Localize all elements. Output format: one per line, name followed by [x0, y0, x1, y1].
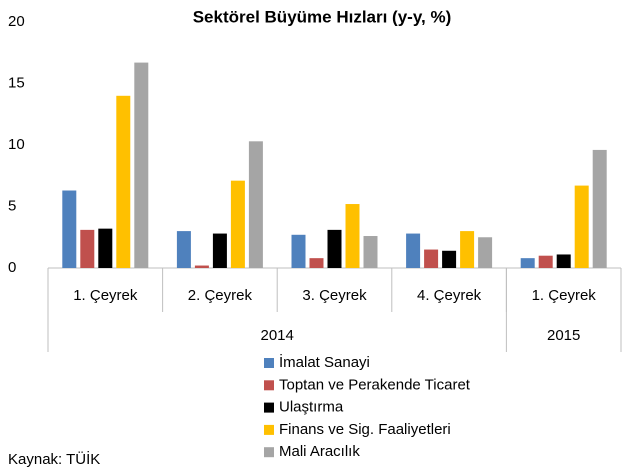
bar — [442, 250, 457, 268]
bar — [291, 234, 306, 268]
x-tick-label: 1. Çeyrek — [532, 287, 597, 304]
y-tick-label: 10 — [8, 136, 25, 153]
group-label: 2014 — [261, 327, 294, 344]
bar — [230, 180, 245, 268]
bar — [363, 236, 378, 268]
x-tick-label: 3. Çeyrek — [302, 287, 367, 304]
bar — [406, 233, 421, 268]
bar — [309, 258, 324, 268]
legend-swatch — [264, 402, 274, 413]
x-tick-label: 2. Çeyrek — [188, 287, 253, 304]
y-tick-label: 15 — [8, 74, 25, 91]
bar — [248, 141, 263, 268]
bar — [345, 204, 360, 268]
legend-swatch — [264, 424, 274, 435]
legend-label: Finans ve Sig. Faaliyetleri — [279, 421, 451, 438]
bar — [80, 229, 95, 268]
bar — [327, 229, 342, 268]
bar — [98, 228, 113, 268]
bar — [62, 190, 77, 268]
y-tick-label: 20 — [8, 13, 25, 30]
bar — [212, 233, 227, 268]
legend-swatch — [264, 358, 274, 368]
bar — [538, 255, 553, 268]
x-tick-label: 4. Çeyrek — [417, 287, 482, 304]
bar — [556, 254, 571, 268]
bar — [574, 185, 589, 268]
chart-title: Sektörel Büyüme Hızları (y-y, %) — [193, 7, 452, 26]
bar — [194, 265, 209, 268]
y-tick-label: 5 — [8, 197, 16, 214]
legend-label: İmalat Sanayi — [279, 353, 370, 371]
y-tick-label: 0 — [8, 259, 16, 276]
legend-label: Mali Aracılık — [279, 443, 360, 460]
legend-label: Ulaştırma — [279, 399, 344, 416]
legend-swatch — [264, 447, 274, 458]
bar — [424, 249, 439, 268]
bar — [176, 231, 191, 268]
x-tick-label: 1. Çeyrek — [73, 287, 138, 304]
group-label: 2015 — [547, 327, 580, 344]
source: Kaynak: TÜİK — [8, 450, 100, 468]
bar — [478, 237, 493, 268]
legend-label: Toptan ve Perakende Ticaret — [279, 376, 471, 393]
bar — [460, 231, 475, 268]
bar — [134, 62, 149, 269]
legend-swatch — [264, 380, 274, 391]
bar — [592, 149, 607, 268]
bar — [116, 95, 131, 268]
bar — [520, 258, 535, 268]
